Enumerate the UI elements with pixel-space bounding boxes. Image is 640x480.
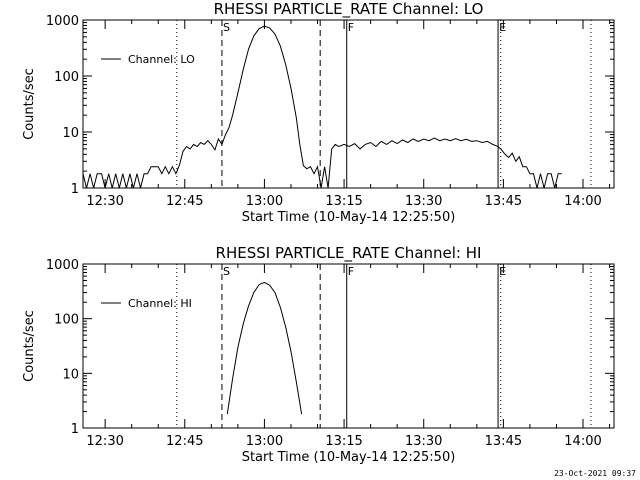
y-tick-label: 100 (54, 70, 79, 85)
y-tick-label: 1 (71, 182, 79, 197)
marker-label: S (223, 265, 230, 278)
marker-label: F (348, 265, 354, 278)
plot-frame (82, 19, 615, 189)
x-tick-label: 13:30 (405, 194, 442, 209)
x-tick-label: 14:00 (564, 194, 601, 209)
series-line (82, 25, 562, 189)
chart-title: RHESSI PARTICLE_RATE Channel: LO (214, 0, 484, 19)
x-axis-label: Start Time (10-May-14 12:25:50) (242, 210, 456, 225)
x-tick-label: 13:00 (246, 194, 283, 209)
x-tick-label: 12:45 (166, 434, 203, 449)
x-tick-label: 13:00 (246, 434, 283, 449)
x-axis-label: Start Time (10-May-14 12:25:50) (242, 450, 456, 465)
x-tick-label: 12:30 (86, 434, 123, 449)
x-tick-label: 13:15 (325, 434, 362, 449)
y-axis-label: Counts/sec (22, 310, 37, 382)
y-tick-label: 1 (71, 422, 79, 437)
timestamp: 23-Oct-2021 09:37 (554, 469, 636, 478)
marker-label: E (499, 21, 506, 34)
chart-panel-0: RHESSI PARTICLE_RATE Channel: LO 1 10 100 10… (22, 0, 615, 225)
plot-frame (82, 263, 615, 429)
x-tick-label: 13:15 (325, 194, 362, 209)
x-tick-label: 13:30 (405, 434, 442, 449)
x-tick-label: 14:00 (564, 434, 601, 449)
marker-label: S (223, 21, 230, 34)
y-tick-label: 1000 (46, 14, 79, 29)
y-tick-label: 10 (62, 367, 79, 382)
y-tick-label: 10 (62, 126, 79, 141)
legend-label: Channel: HI (128, 297, 192, 310)
y-tick-label: 100 (54, 313, 79, 328)
marker-label: F (348, 21, 354, 34)
x-tick-label: 13:45 (485, 434, 522, 449)
marker-label: E (499, 265, 506, 278)
y-tick-label: 1000 (46, 258, 79, 273)
legend-label: Channel: LO (128, 53, 195, 66)
x-tick-label: 12:30 (86, 194, 123, 209)
chart-panel-1: RHESSI PARTICLE_RATE Channel: HI 1 10 100 10… (22, 244, 615, 465)
y-axis-label: Counts/sec (22, 68, 37, 140)
x-tick-label: 13:45 (485, 194, 522, 209)
chart-title: RHESSI PARTICLE_RATE Channel: HI (216, 244, 482, 263)
x-tick-label: 12:45 (166, 194, 203, 209)
series-line (226, 281, 303, 415)
